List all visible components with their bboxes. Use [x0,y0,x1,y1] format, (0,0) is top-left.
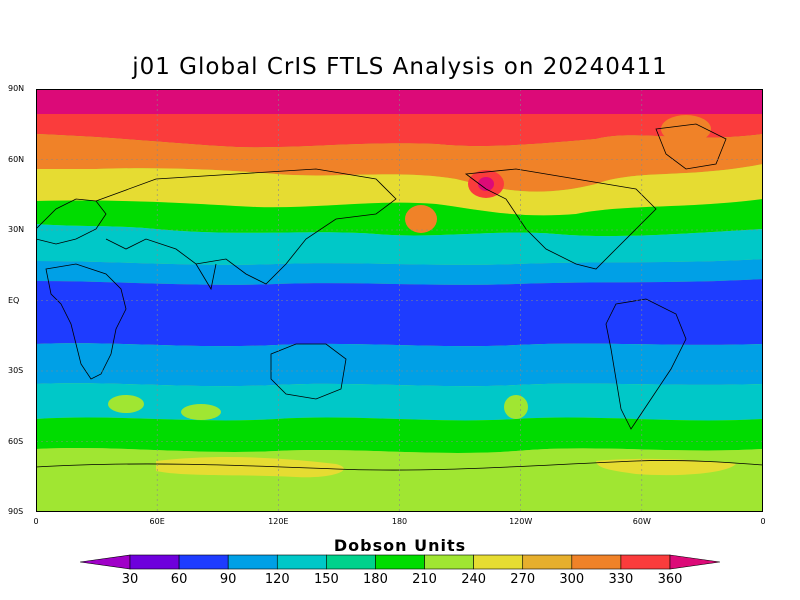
lon-tick-label: 60W [632,517,651,526]
legend-swatch [669,554,721,570]
legend-level-label: 150 [313,572,339,587]
legend-swatch [375,554,425,570]
legend-colorbar [79,554,721,570]
legend-swatch [227,554,278,570]
color-legend [79,554,721,570]
legend-level-label: 240 [461,572,487,587]
lon-tick-label: 120E [268,517,289,526]
legend-swatch [571,554,622,570]
lon-tick-label: 0 [760,517,766,526]
lat-tick-label: 30S [8,366,24,375]
lat-tick-label: EQ [8,295,20,305]
legend-level-label: 330 [608,572,634,587]
legend-swatch [326,554,376,570]
lat-tick-label: 60S [8,436,24,446]
legend-level-label: 210 [412,572,437,587]
legend-level-label: 270 [510,572,536,587]
legend-level-label: 60 [170,572,188,587]
ozone-field [36,89,763,512]
legend-level-label: 360 [657,572,683,587]
legend-level-label: 120 [264,572,290,587]
lon-tick-label: 180 [391,517,408,526]
legend-level-label: 90 [219,572,237,587]
legend-swatch [424,554,474,570]
legend-swatch [473,554,524,570]
lat-tick-label: 60N [8,154,25,164]
lon-tick-label: 120W [509,517,533,526]
legend-swatch [129,554,180,570]
legend-swatch [276,554,327,570]
legend-level-label: 180 [363,572,388,587]
legend-swatch [620,554,671,570]
legend-title: Dobson Units [333,536,467,555]
legend-level-label: 300 [559,572,585,587]
map-title: j01 Global CrIS FTLS Analysis on 2024041… [132,54,668,80]
legend-swatch [178,554,229,570]
lat-tick-label: 90S [8,507,24,516]
lat-tick-label: 30N [8,225,25,234]
ozone-map [36,89,763,512]
legend-swatch [522,554,573,570]
lat-tick-label: 90N [8,84,25,93]
legend-level-label: 30 [121,572,139,587]
lon-tick-label: 60E [149,517,165,526]
lon-tick-label: 0 [33,517,39,526]
legend-swatch [79,554,131,570]
